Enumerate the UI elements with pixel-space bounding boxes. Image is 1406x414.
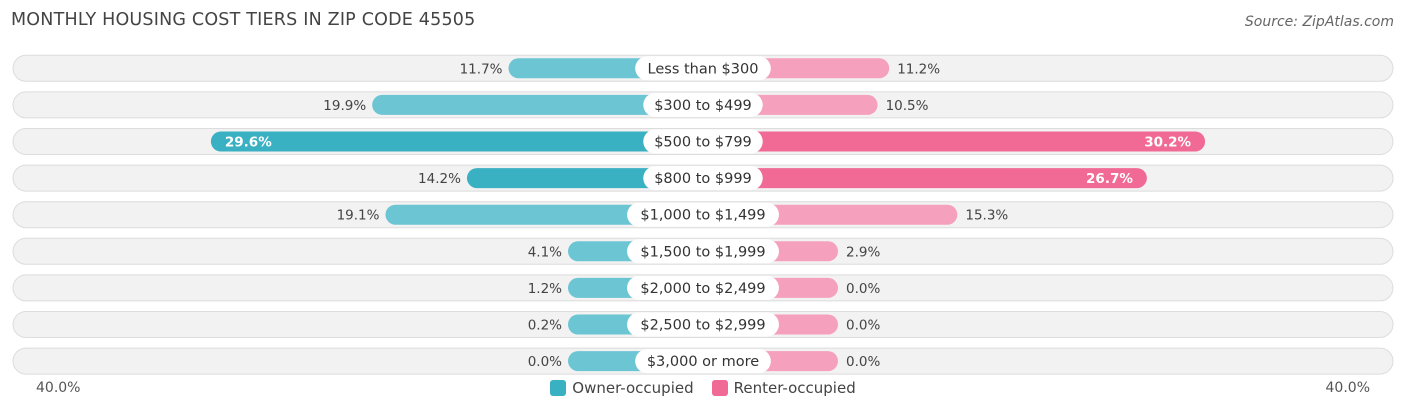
value-label-owner: 4.1% <box>528 244 562 260</box>
category-label: $2,500 to $2,999 <box>640 318 765 334</box>
value-label-renter: 10.5% <box>886 98 929 114</box>
legend-item-owner: Owner-occupied <box>550 379 694 397</box>
value-label-renter: 11.2% <box>897 61 940 77</box>
bar-renter-occupied <box>703 131 1206 152</box>
value-label-owner: 1.2% <box>528 281 562 297</box>
legend-label-owner: Owner-occupied <box>572 379 694 397</box>
axis-right-label: 40.0% <box>1325 380 1370 396</box>
legend-swatch-owner <box>550 380 567 396</box>
value-label-renter: 15.3% <box>965 208 1008 224</box>
value-label-renter: 26.7% <box>1086 171 1133 187</box>
category-pill <box>643 129 763 154</box>
value-label-owner: 0.2% <box>528 318 562 334</box>
legend: Owner-occupied Renter-occupied <box>0 379 1406 397</box>
category-pill <box>635 56 771 81</box>
category-pill <box>643 92 763 117</box>
category-pill <box>627 239 779 264</box>
bar-owner-occupied <box>372 94 703 115</box>
bar-owner-occupied <box>210 131 703 152</box>
value-label-owner: 14.2% <box>418 171 461 187</box>
value-label-renter: 2.9% <box>846 244 880 260</box>
category-label: Less than $300 <box>648 61 759 77</box>
chart-title: MONTHLY HOUSING COST TIERS IN ZIP CODE 4… <box>11 10 476 30</box>
category-label: $3,000 or more <box>647 354 759 370</box>
bar-owner-occupied <box>385 204 703 225</box>
category-label: $2,000 to $2,499 <box>640 281 765 297</box>
category-label: $500 to $799 <box>654 135 752 151</box>
category-pill <box>627 312 779 337</box>
value-label-owner: 19.9% <box>323 98 366 114</box>
category-pill <box>635 349 771 374</box>
source-label: Source: ZipAtlas.com <box>1244 14 1394 30</box>
category-label: $1,000 to $1,499 <box>640 208 765 224</box>
category-label: $1,500 to $1,999 <box>640 244 765 260</box>
value-label-renter: 0.0% <box>846 318 880 334</box>
value-label-renter: 0.0% <box>846 281 880 297</box>
value-label-owner: 19.1% <box>337 208 380 224</box>
value-label-renter: 30.2% <box>1144 135 1191 151</box>
legend-label-renter: Renter-occupied <box>733 379 856 397</box>
value-label-owner: 11.7% <box>460 61 503 77</box>
value-label-owner: 0.0% <box>528 354 562 370</box>
category-label: $800 to $999 <box>654 171 752 187</box>
category-pill <box>627 202 779 227</box>
legend-swatch-renter <box>711 380 728 396</box>
bar-owner-occupied <box>466 168 703 189</box>
value-label-owner: 29.6% <box>225 135 272 151</box>
category-pill <box>643 166 763 191</box>
legend-item-renter: Renter-occupied <box>711 379 856 397</box>
bar-renter-occupied <box>703 168 1147 189</box>
category-pill <box>627 275 779 300</box>
axis-left-label: 40.0% <box>36 380 81 396</box>
category-label: $300 to $499 <box>654 98 752 114</box>
value-label-renter: 0.0% <box>846 354 880 370</box>
